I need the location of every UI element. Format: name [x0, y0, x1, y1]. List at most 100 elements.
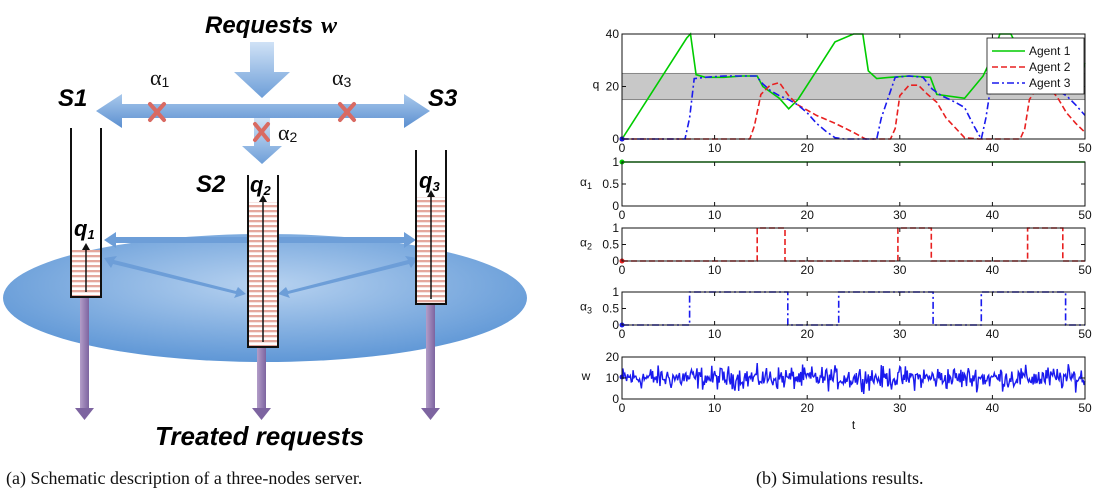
alpha3-label: α3 [332, 65, 352, 90]
series-line-5-1 [621, 362, 1086, 394]
y-tick-label: 40 [606, 27, 620, 41]
y-tick-label: 1 [612, 155, 619, 169]
alpha1-label: α1 [150, 65, 170, 90]
pipe-s3 [426, 305, 435, 410]
alpha2-label: α2 [278, 120, 298, 145]
y-tick-label: 0 [612, 254, 619, 268]
y-tick-label: 0 [612, 318, 619, 332]
y-tick-label: 0.5 [602, 177, 619, 191]
y-tick-label: 20 [606, 80, 620, 94]
x-tick-label: 40 [986, 208, 1000, 222]
pipe-s1-arrowhead [75, 408, 94, 420]
caption-a: (a) Schematic description of a three-nod… [6, 468, 363, 488]
queue-q3: q3 [415, 150, 447, 305]
y-axis-label-sub: 3 [587, 306, 592, 316]
plot-area-2 [622, 162, 1085, 206]
x-tick-label: 50 [1078, 263, 1092, 277]
queue-q3-label: q3 [419, 168, 440, 194]
x-tick-label: 10 [708, 141, 722, 155]
x-tick-label: 50 [1078, 141, 1092, 155]
exchange-arrow-s1-s2 [104, 256, 246, 298]
legend-box [986, 37, 1085, 95]
x-tick-label: 10 [708, 263, 722, 277]
queue-q3-container [415, 150, 447, 305]
x-tick-label: 20 [801, 263, 815, 277]
x-tick-label: 40 [986, 141, 1000, 155]
plot-area-4 [622, 292, 1085, 325]
x-tick-label: 0 [619, 263, 626, 277]
requests-title: Requests w [205, 12, 338, 39]
y-tick-label: 0 [612, 392, 619, 406]
x-tick-label: 10 [708, 401, 722, 415]
y-tick-label: 1 [612, 285, 619, 299]
x-tick-label: 50 [1078, 208, 1092, 222]
queue-q1-label: q1 [74, 216, 95, 242]
cross-alpha2-b [253, 122, 270, 142]
x-tick-label: 0 [619, 401, 626, 415]
x-tick-label: 10 [708, 327, 722, 341]
treated-requests-label: Treated requests [155, 421, 364, 451]
x-tick-label: 0 [619, 327, 626, 341]
y-tick-label: 1 [612, 221, 619, 235]
cross-marks [148, 102, 356, 142]
server-schematic: Requests w α1 α3 α2 S1 S3 S2 [3, 12, 527, 451]
y-axis-label: w [581, 369, 591, 383]
x-tick-label: 0 [619, 208, 626, 222]
queue-q2-label: q2 [250, 172, 271, 198]
x-tick-label: 20 [801, 327, 815, 341]
outlet-pipes [75, 298, 440, 420]
y-axis-label-sub: 1 [587, 181, 592, 191]
top-distribution-arrow [96, 94, 430, 128]
pipe-s2 [257, 348, 266, 410]
x-tick-label: 50 [1078, 327, 1092, 341]
y-tick-label: 10 [606, 371, 620, 385]
plot-area-3 [622, 228, 1085, 261]
x-tick-label: 30 [893, 327, 907, 341]
legend-label: Agent 1 [1029, 44, 1071, 58]
chart-panel-1: 0 10 20 30 40 50 0 20 40 q Agent 1 Agent 2 Agent 3 [593, 27, 1092, 155]
x-tick-label: 20 [801, 208, 815, 222]
x-tick-label: 30 [893, 401, 907, 415]
y-axis-label: α1 [580, 175, 592, 191]
x-tick-label: 10 [708, 208, 722, 222]
queue-q3-level-arrowhead [427, 190, 435, 197]
x-tick-label: 20 [801, 401, 815, 415]
x-tick-label: 50 [1078, 401, 1092, 415]
queue-q1: q1 [70, 128, 102, 298]
x-tick-label: 40 [986, 401, 1000, 415]
chart-panel-5: 0 10 20 30 40 50 0 10 20 w t [581, 350, 1092, 432]
x-tick-label: 30 [893, 263, 907, 277]
x-axis-label: t [852, 418, 856, 432]
y-axis-label-sub: 2 [587, 242, 592, 252]
cross-alpha3-b [338, 102, 356, 122]
x-tick-label: 40 [986, 327, 1000, 341]
pipe-s1 [80, 298, 89, 410]
s2-down-arrow [242, 118, 282, 164]
y-tick-label: 0 [612, 199, 619, 213]
queue-q2-container [247, 175, 279, 348]
legend-label: Agent 3 [1029, 76, 1071, 90]
x-tick-label: 30 [893, 208, 907, 222]
y-tick-label: 0.5 [602, 302, 619, 316]
cross-alpha1-b [148, 102, 166, 122]
y-axis-label: α2 [580, 236, 592, 252]
y-axis-label: q [593, 78, 600, 92]
series-line-1-3 [622, 75, 1086, 142]
queue-q2: q2 [247, 172, 279, 348]
server-s3-label: S3 [428, 85, 458, 112]
pipe-s3-arrowhead [421, 408, 440, 420]
incoming-requests-arrow [234, 42, 290, 98]
pipe-s2-arrowhead [252, 408, 271, 420]
queue-q1-container [70, 128, 102, 298]
server-s2-label: S2 [196, 171, 226, 198]
x-tick-label: 40 [986, 263, 1000, 277]
y-tick-label: 0 [612, 132, 619, 146]
queue-q1-level-arrowhead [82, 243, 90, 250]
queue-q2-level-arrowhead [259, 195, 267, 202]
x-tick-label: 30 [893, 141, 907, 155]
x-tick-label: 0 [619, 141, 626, 155]
y-axis-label: α3 [580, 300, 592, 316]
